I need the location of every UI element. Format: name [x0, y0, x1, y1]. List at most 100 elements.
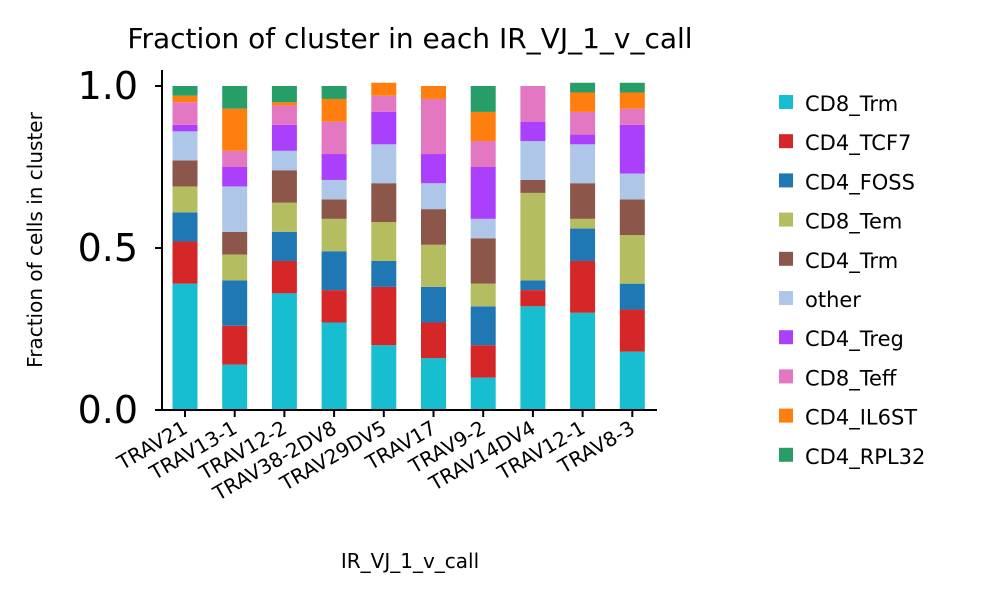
legend-swatch [779, 212, 793, 227]
legend-swatch [779, 251, 793, 266]
bar-segment [619, 351, 645, 410]
bars-group [172, 82, 645, 410]
bar-segment [619, 283, 645, 310]
bar-segment [470, 111, 496, 142]
bar-segment [520, 121, 546, 142]
bar-segment [619, 199, 645, 236]
bar-segment [271, 293, 297, 410]
bar-segment [619, 82, 645, 93]
legend-swatch [779, 173, 793, 188]
legend-label: CD8_Tem [805, 210, 902, 235]
bar-segment [321, 154, 347, 180]
bar-segment [570, 312, 596, 410]
bar-segment [321, 218, 347, 252]
bar-segment [371, 183, 397, 223]
chart-title: Fraction of cluster in each IR_VJ_1_v_ca… [127, 22, 692, 55]
bar-segment [271, 86, 297, 103]
bar-segment [172, 241, 198, 284]
legend-label: CD8_Teff [805, 366, 897, 391]
bar-segment [470, 141, 496, 167]
bar-segment [222, 280, 248, 326]
bar-segment [470, 167, 496, 219]
y-tick-label: 0.5 [78, 226, 138, 270]
x-axis-label: IR_VJ_1_v_call [341, 549, 479, 573]
bar-segment [271, 231, 297, 261]
bar-segment [172, 124, 198, 132]
legend-label: CD4_FOSS [805, 170, 915, 195]
bar-segment [271, 124, 297, 151]
bar-segment [371, 286, 397, 346]
bar-segment [470, 86, 496, 112]
bar-segment [321, 322, 347, 410]
bar-segment [421, 86, 446, 99]
bar-segment [570, 134, 596, 145]
bar-segment [619, 124, 645, 174]
bar-segment [619, 92, 645, 109]
bar-segment [619, 235, 645, 284]
bar-segment [222, 167, 248, 187]
bar-segment [421, 209, 446, 245]
bar-segment [520, 290, 546, 307]
bar-segment [470, 238, 496, 284]
bar-segment [222, 86, 248, 109]
bar-segment [470, 306, 496, 346]
bar-segment [321, 121, 347, 155]
bar-segment [520, 192, 546, 281]
legend-label: CD4_RPL32 [805, 445, 925, 470]
bar-segment [271, 260, 297, 294]
bar-segment [371, 111, 397, 145]
bar-segment [570, 111, 596, 135]
bar-segment [421, 322, 446, 359]
bar-segment [222, 254, 248, 281]
bar-segment [172, 131, 198, 161]
bar-segment [222, 364, 248, 410]
y-tick-label: 1.0 [78, 64, 138, 108]
legend-label: other [805, 288, 861, 312]
legend-label: CD4_Treg [805, 327, 904, 352]
bar-segment [371, 82, 397, 96]
bar-segment [421, 154, 446, 184]
bar-segment [222, 108, 248, 151]
bar-segment [421, 183, 446, 210]
bar-segment [470, 283, 496, 307]
bar-segment [520, 141, 546, 180]
legend-label: CD4_IL6ST [805, 406, 917, 431]
bar-segment [570, 218, 596, 229]
bar-segment [520, 280, 546, 291]
bar-segment [321, 98, 347, 122]
bar-segment [421, 358, 446, 410]
bar-segment [222, 325, 248, 365]
bar-segment [222, 186, 248, 232]
bar-segment [172, 86, 198, 96]
bar-segment [520, 179, 546, 193]
legend-swatch [779, 134, 793, 149]
bar-segment [271, 105, 297, 125]
bar-segment [321, 199, 347, 219]
bar-segment [570, 228, 596, 261]
bar-segment [271, 170, 297, 203]
legend-label: CD8_Trm [805, 92, 898, 117]
legend-swatch [779, 95, 793, 109]
legend-swatch [779, 369, 793, 384]
y-ticks-group: 0.0 0.5 1.0 [78, 64, 162, 432]
bar-segment [421, 244, 446, 287]
bar-segment [172, 283, 198, 410]
bar-segment [619, 108, 645, 125]
bar-segment [321, 251, 347, 291]
bar-segment [271, 202, 297, 232]
bar-segment [570, 144, 596, 184]
bar-segment [520, 306, 546, 410]
bar-segment [470, 218, 496, 239]
bar-segment [421, 98, 446, 155]
x-ticks-group: TRAV21TRAV13-1TRAV12-2TRAV38-2DV8TRAV29D… [112, 410, 639, 506]
legend-swatch [779, 447, 793, 462]
bar-segment [271, 150, 297, 171]
bar-segment [172, 102, 198, 125]
bar-segment [371, 222, 397, 261]
bar-segment [172, 160, 198, 187]
bar-segment [619, 309, 645, 352]
bar-segment [371, 144, 397, 184]
bar-segment [271, 102, 297, 106]
legend-label: CD4_TCF7 [805, 131, 911, 156]
